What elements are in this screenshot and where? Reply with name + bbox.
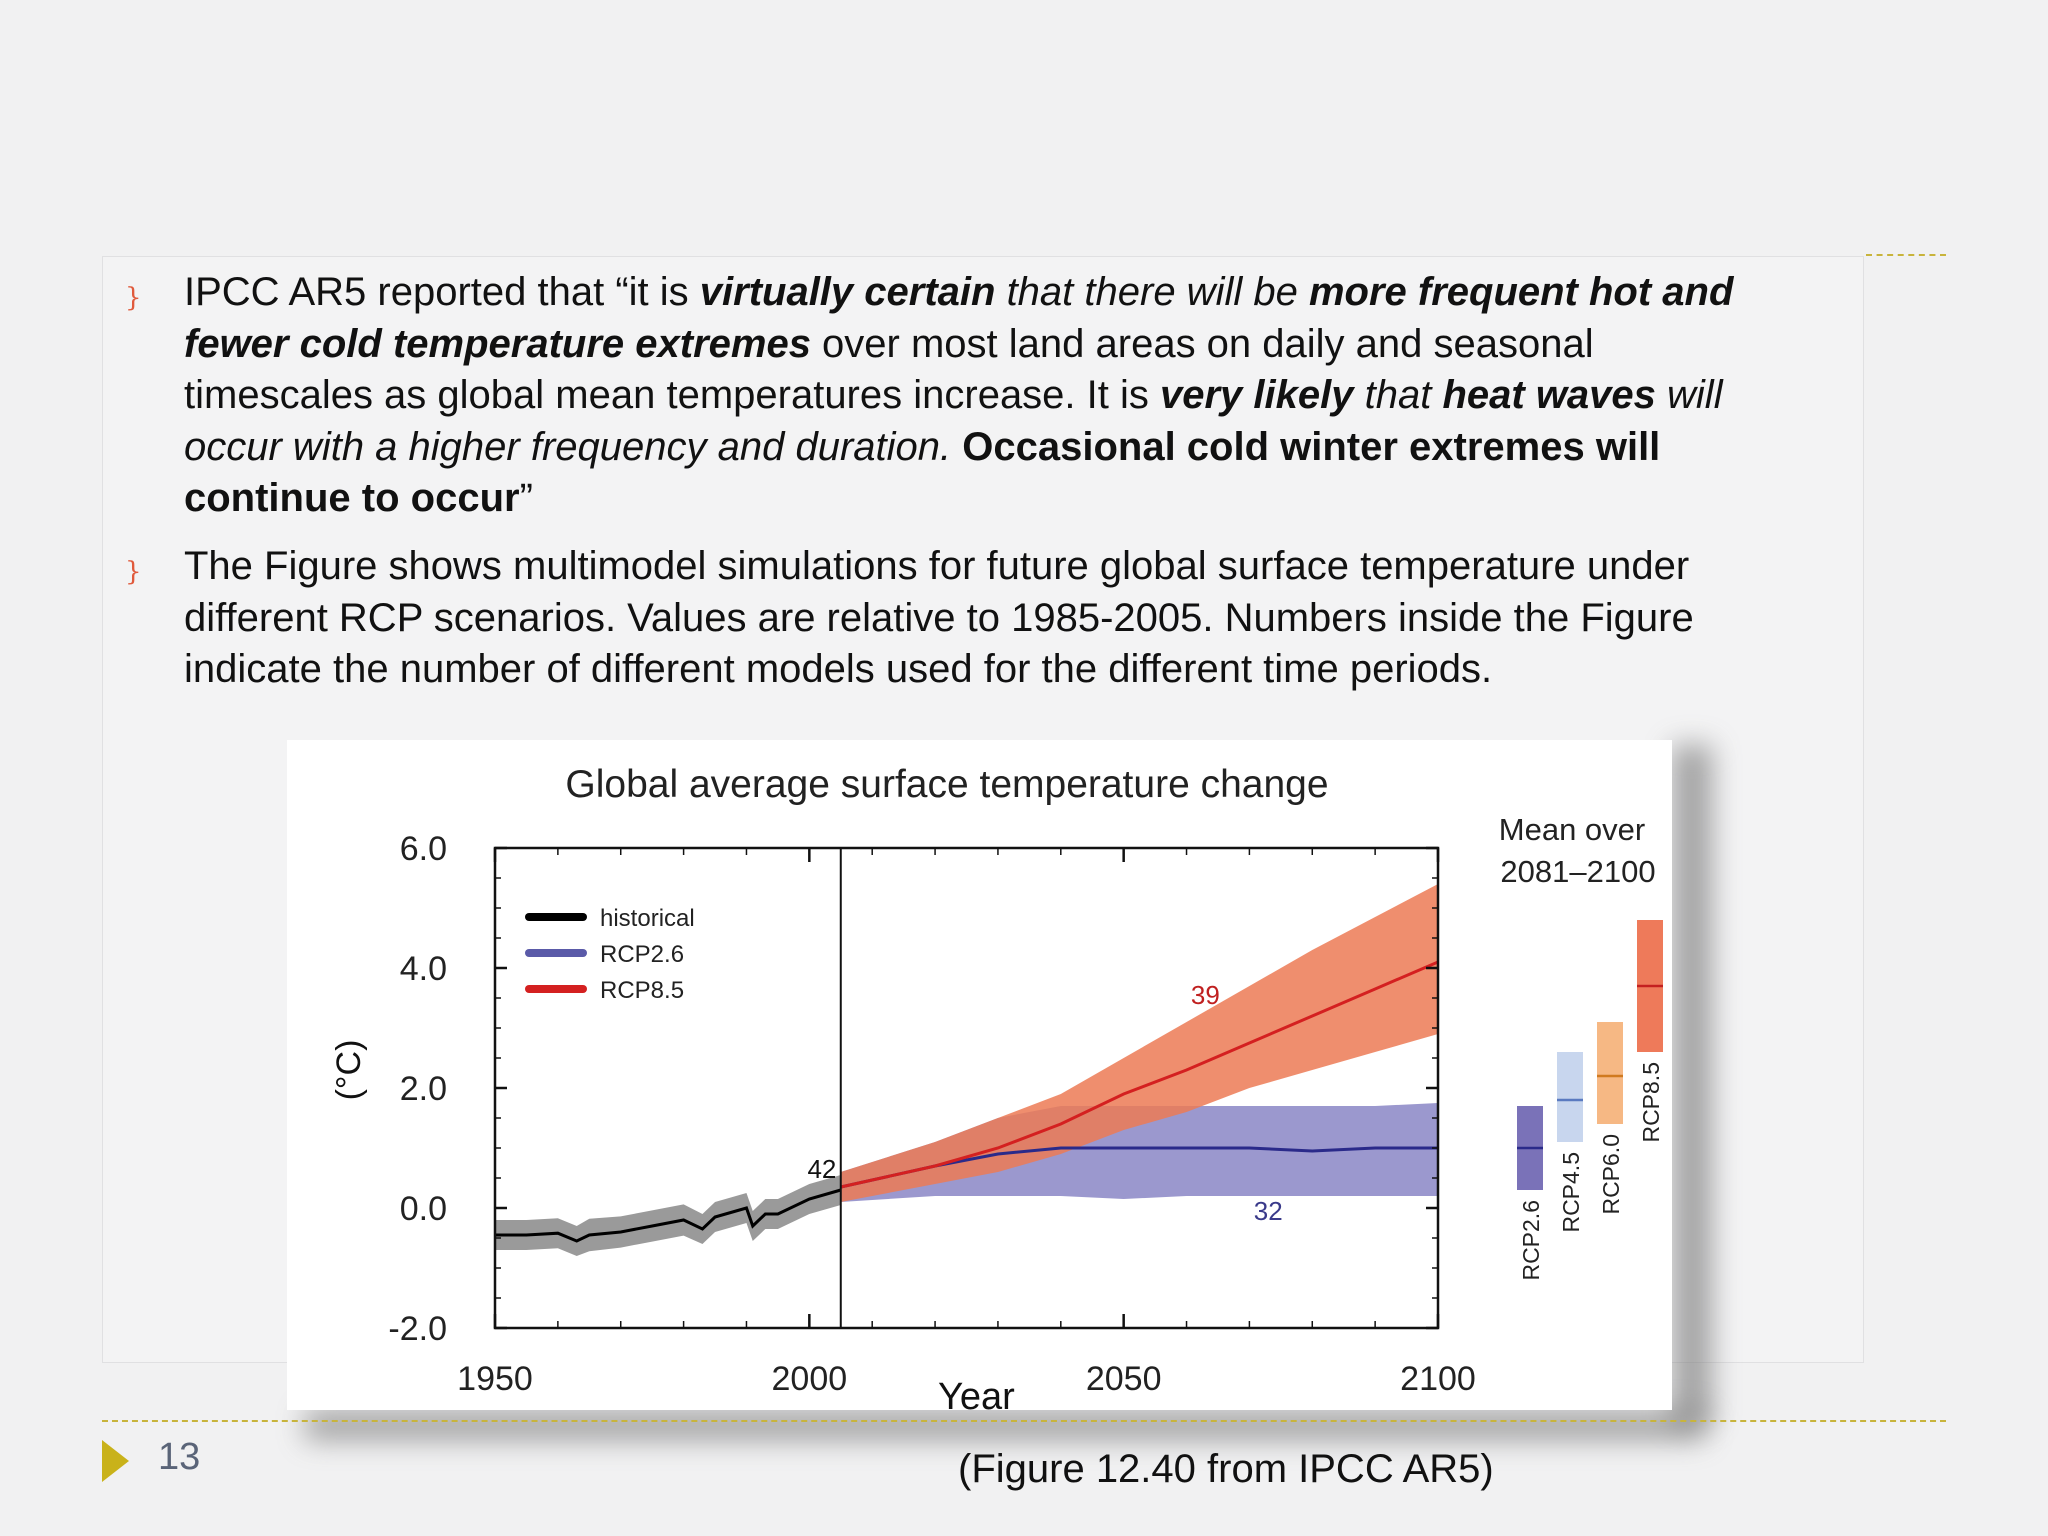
play-arrow-icon	[102, 1440, 129, 1482]
x-tick-label: 2000	[772, 1360, 848, 1398]
x-tick-label: 1950	[457, 1360, 533, 1398]
bullet-marker-1: }	[125, 283, 142, 313]
paragraph-ipcc-quote: IPCC AR5 reported that “it is virtually …	[184, 270, 1734, 520]
legend-label-rcp26: RCP2.6	[600, 941, 684, 968]
series-line-historical	[495, 1188, 842, 1243]
y-tick-label: -2.0	[388, 1310, 447, 1348]
page-number: 13	[158, 1436, 201, 1478]
chart-title: Global average surface temperature chang…	[565, 763, 1328, 806]
band-rcp85	[840, 884, 1438, 1202]
y-axis-label: (°C)	[330, 1040, 368, 1101]
side-panel-title-line2: 2081–2100	[1500, 854, 1655, 889]
y-tick-label: 0.0	[400, 1190, 447, 1228]
bottom-rule	[102, 1420, 1946, 1422]
model-count-annotation: 42	[807, 1154, 836, 1184]
temperature-chart: Global average surface temperature chang…	[330, 763, 1664, 1398]
bullet-marker-2: }	[125, 557, 142, 587]
side-panel-title-line1: Mean over	[1499, 812, 1645, 847]
side-bar-label-rcp26: RCP2.6	[1518, 1200, 1544, 1281]
side-bar-rcp45	[1557, 1052, 1583, 1142]
series-line-rcp26	[840, 1146, 1438, 1189]
figure-shadow-bottom	[305, 1410, 1705, 1440]
x-tick-label: 2050	[1086, 1360, 1162, 1398]
figure-shadow-right	[1672, 745, 1712, 1425]
side-bar-label-rcp85: RCP8.5	[1638, 1062, 1664, 1143]
figure-caption: (Figure 12.40 from IPCC AR5)	[958, 1447, 1494, 1491]
model-count-annotation: 39	[1191, 980, 1220, 1010]
band-historical	[495, 1175, 841, 1256]
model-count-annotation: 32	[1254, 1196, 1283, 1226]
side-bar-label-rcp60: RCP6.0	[1598, 1134, 1624, 1215]
side-bar-label-rcp45: RCP4.5	[1558, 1152, 1584, 1233]
top-rule	[1866, 254, 1946, 256]
x-tick-label: 2100	[1400, 1360, 1476, 1398]
x-axis-year-label: Year	[938, 1376, 1015, 1418]
legend-label-rcp85: RCP8.5	[600, 977, 684, 1004]
y-tick-label: 6.0	[400, 830, 447, 868]
paragraph-figure-description: The Figure shows multimodel simulations …	[184, 544, 1694, 691]
figure-panel: Global average surface temperature chang…	[287, 740, 1672, 1410]
legend-label-historical: historical	[600, 905, 695, 932]
y-tick-label: 2.0	[400, 1070, 447, 1108]
series-line-rcp85	[840, 960, 1439, 1189]
y-tick-label: 4.0	[400, 950, 447, 988]
side-bar-rcp60	[1597, 1022, 1623, 1124]
